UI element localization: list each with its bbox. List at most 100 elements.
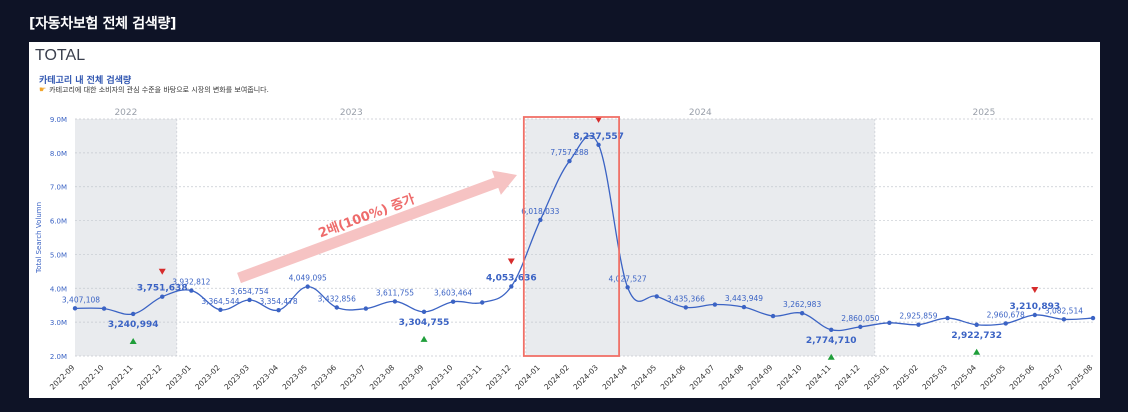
- x-tick-label: 2025-01: [862, 363, 891, 392]
- data-point: [1061, 317, 1067, 322]
- x-tick-label: 2024-11: [804, 363, 833, 392]
- year-label: 2024: [689, 108, 712, 118]
- x-tick-label: 2023-10: [426, 363, 455, 392]
- data-label: 4,049,095: [289, 274, 327, 283]
- data-point: [101, 306, 107, 311]
- data-label: 2,922,732: [951, 331, 1002, 341]
- data-point: [858, 324, 863, 330]
- y-tick-label: 7.0M: [50, 184, 67, 192]
- data-label: 3,262,983: [783, 300, 821, 309]
- year-label: 2023: [340, 108, 363, 118]
- x-tick-label: 2023-09: [397, 363, 426, 392]
- x-tick-label: 2024-12: [833, 363, 862, 392]
- data-point: [1032, 312, 1038, 318]
- category-description: ☛ 카테고리에 대한 소비자의 관심 수준을 바탕으로 시장의 변화를 보여줍니다…: [39, 85, 269, 95]
- data-point: [450, 299, 456, 304]
- data-point: [218, 307, 223, 313]
- year-band-shade: [75, 119, 177, 356]
- outer-title: [자동차보험 전체 검색량]: [29, 16, 177, 32]
- y-tick-label: 5.0M: [50, 251, 67, 259]
- data-point: [712, 302, 718, 307]
- panel-title: TOTAL: [35, 47, 86, 64]
- data-point: [189, 288, 194, 293]
- data-label: 7,757,288: [550, 148, 588, 157]
- data-label: 3,210,893: [1009, 302, 1060, 312]
- data-label: 3,082,514: [1045, 306, 1083, 315]
- y-axis-title: Total Search Volumn: [35, 202, 43, 274]
- y-tick-label: 2.0M: [50, 353, 67, 361]
- data-point: [480, 300, 485, 305]
- x-tick-label: 2023-07: [339, 363, 368, 392]
- data-point: [829, 327, 834, 332]
- peak-marker-icon: [507, 258, 515, 265]
- x-tick-label: 2024-02: [542, 363, 571, 392]
- data-point: [799, 311, 805, 316]
- growth-arrow-head: [491, 170, 517, 195]
- data-label: 3,304,755: [399, 318, 450, 328]
- x-tick-label: 2025-07: [1037, 363, 1066, 392]
- data-point: [974, 322, 979, 327]
- year-band-shade: [525, 119, 875, 356]
- trough-marker-icon: [973, 348, 981, 355]
- x-tick-label: 2023-02: [193, 363, 222, 392]
- x-tick-label: 2022-09: [48, 363, 77, 392]
- data-label: 6,018,033: [521, 207, 559, 216]
- x-tick-label: 2023-01: [164, 363, 193, 392]
- data-point: [130, 311, 136, 317]
- data-point: [247, 297, 252, 303]
- data-label: 2,860,050: [841, 314, 879, 323]
- data-label: 3,751,638: [137, 284, 188, 294]
- y-tick-label: 6.0M: [50, 218, 67, 226]
- x-tick-label: 2023-11: [455, 363, 484, 392]
- data-point: [509, 284, 514, 289]
- data-label: 2,925,859: [899, 312, 937, 321]
- data-label: 3,443,949: [725, 294, 763, 303]
- peak-marker-icon: [595, 116, 603, 123]
- chart-panel: TOTAL 카테고리 내 전체 검색량 ☛ 카테고리에 대한 소비자의 관심 수준…: [29, 42, 1100, 398]
- trough-marker-icon: [129, 337, 137, 344]
- y-tick-label: 3.0M: [50, 319, 67, 327]
- peak-marker-icon: [158, 268, 166, 275]
- x-tick-label: 2022-12: [135, 363, 164, 392]
- data-label: 3,654,754: [230, 287, 268, 296]
- x-tick-label: 2023-04: [251, 363, 280, 392]
- data-point: [160, 294, 165, 299]
- highlight-box: [522, 116, 620, 357]
- x-tick-label: 2023-12: [484, 363, 513, 392]
- x-tick-label: 2023-05: [281, 363, 310, 392]
- category-desc-text: 카테고리에 대한 소비자의 관심 수준을 바탕으로 시장의 변화를 보여줍니다.: [49, 86, 269, 94]
- data-point: [567, 158, 572, 164]
- data-point: [1003, 321, 1008, 326]
- data-point: [887, 320, 892, 326]
- data-label: 2,774,710: [806, 336, 857, 346]
- x-tick-label: 2024-09: [746, 363, 775, 392]
- x-tick-label: 2024-04: [601, 363, 630, 392]
- data-label: 3,432,856: [318, 294, 356, 303]
- growth-arrow-shaft: [237, 175, 504, 284]
- data-label: 3,407,108: [62, 295, 100, 304]
- data-point: [421, 309, 427, 315]
- data-label: 3,240,994: [108, 320, 159, 330]
- data-point: [1090, 315, 1096, 321]
- data-label: 3,611,755: [376, 288, 414, 297]
- year-label: 2022: [114, 108, 137, 118]
- x-tick-label: 2023-03: [222, 363, 251, 392]
- data-point: [276, 307, 281, 313]
- data-point: [654, 294, 659, 299]
- x-tick-label: 2023-06: [310, 363, 339, 392]
- x-tick-label: 2022-11: [106, 363, 135, 392]
- x-tick-label: 2024-01: [513, 363, 542, 392]
- data-label: 3,603,464: [434, 289, 472, 298]
- year-label: 2025: [972, 108, 995, 118]
- data-point: [538, 217, 543, 223]
- x-tick-label: 2025-04: [950, 363, 979, 392]
- category-title: 카테고리 내 전체 검색량: [39, 76, 132, 86]
- data-point: [683, 305, 688, 310]
- data-label: 8,237,557: [573, 132, 624, 142]
- data-point: [392, 299, 398, 304]
- data-label: 3,354,478: [260, 297, 298, 306]
- x-tick-label: 2025-03: [920, 363, 949, 392]
- data-point: [363, 306, 369, 311]
- y-tick-label: 9.0M: [50, 116, 67, 124]
- data-label: 2,960,678: [987, 310, 1025, 319]
